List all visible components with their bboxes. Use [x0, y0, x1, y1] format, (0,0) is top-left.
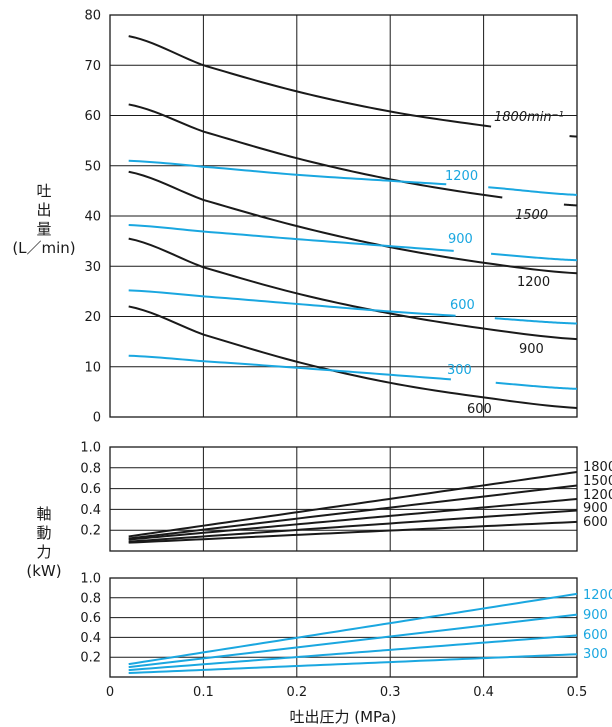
chart-panel-3: 0.2 0.4 0.6 0.8 1.0 0 0.1 0.2 0.3 0.4 0.5 1200 900 60… — [80, 572, 612, 701]
series-line-blue-1200 — [488, 186, 578, 196]
y-tick-label: 0.8 — [80, 591, 101, 606]
series-label: 600 — [583, 628, 608, 643]
series-line-blue-600 — [128, 634, 578, 672]
y-axis-title-part: 動 — [36, 524, 51, 542]
x-tick-label: 0.4 — [473, 685, 494, 700]
y-axis-titles: 吐出量(L／min) 軸動力(kW) — [12, 182, 75, 580]
series-label: 1800min⁻¹ — [494, 110, 564, 125]
y-tick-label: 0 — [93, 411, 101, 426]
series-line-black-600 — [128, 520, 578, 544]
series-line-black-1500 — [563, 203, 578, 207]
series-line-black-1500 — [128, 103, 503, 199]
y-tick-label: 70 — [84, 59, 101, 74]
x-axis-title: 吐出圧力 (MPa) — [290, 708, 397, 726]
series-line-blue-300 — [128, 354, 451, 381]
series-label: 600 — [450, 298, 475, 313]
y-tick-label: 60 — [84, 109, 101, 124]
series-label: 1200 — [583, 488, 612, 503]
series-label: 900 — [519, 342, 544, 357]
x-tick-label: 0.5 — [567, 685, 588, 700]
y-tick-label: 0.6 — [80, 611, 101, 626]
y-tick-label: 0.6 — [80, 482, 101, 497]
y-tick-label: 40 — [84, 210, 101, 225]
series-label: 900 — [583, 501, 608, 516]
y-axis-title-part: 吐 — [36, 182, 51, 200]
y-axis-title-part: (kW) — [26, 562, 61, 580]
y-tick-label: 0.8 — [80, 461, 101, 476]
y-tick-label: 0.2 — [80, 524, 101, 539]
series-label: 1200 — [445, 169, 478, 184]
series-label: 1500 — [583, 474, 612, 489]
y-tick-label: 0.4 — [80, 631, 101, 646]
y-tick-label: 30 — [84, 260, 101, 275]
y-axis-title-part: (L／min) — [12, 239, 75, 257]
series-line-black-1800 — [128, 470, 578, 538]
series-line-black-1500 — [128, 484, 578, 540]
series-line-blue-900 — [128, 224, 454, 252]
y-axis-title-part: 力 — [36, 543, 51, 561]
x-tick-label: 0.3 — [380, 685, 401, 700]
series-line-blue-1200 — [128, 592, 578, 666]
series-line-blue-900 — [490, 252, 578, 262]
series-line-black-900 — [128, 509, 578, 543]
series-label: 1500 — [515, 208, 548, 223]
series-label: 1200 — [517, 275, 550, 290]
series-line-black-600 — [128, 305, 578, 409]
series-line-black-1200 — [128, 170, 578, 275]
y-tick-label: 1.0 — [80, 441, 101, 456]
series-line-blue-1200 — [128, 159, 447, 186]
series-line-blue-300 — [128, 653, 578, 675]
series-label: 900 — [448, 232, 473, 247]
series-line-black-1200 — [128, 498, 578, 541]
series-label: 600 — [467, 402, 492, 417]
series-line-black-900 — [128, 237, 578, 341]
x-tick-label: 0.2 — [286, 685, 307, 700]
y-tick-label: 80 — [84, 9, 101, 24]
plot-frame — [109, 14, 578, 418]
series-label: 900 — [583, 608, 608, 623]
y-tick-label: 10 — [84, 360, 101, 375]
series-label: 1200 — [583, 588, 612, 603]
series-line-black-1800 — [128, 35, 492, 128]
series-line-blue-600 — [128, 289, 456, 317]
y-tick-label: 1.0 — [80, 572, 101, 587]
chart-panel-1: 0 10 20 30 40 50 60 70 80 1800min⁻¹ 1500 1200 900 600… — [84, 9, 578, 426]
chart-panels: 010203040506070801800min⁻¹15001200900600… — [80, 9, 612, 701]
y-tick-label: 50 — [84, 159, 101, 174]
y-tick-label: 0.2 — [80, 651, 101, 666]
series-line-blue-900 — [128, 613, 578, 669]
y-axis-title-part: 出 — [36, 201, 51, 219]
series-label: 1800 — [583, 460, 612, 475]
series-label: 300 — [583, 647, 608, 662]
plot-frame — [109, 577, 578, 678]
y-tick-label: 20 — [84, 310, 101, 325]
series-line-blue-600 — [494, 317, 578, 325]
series-label: 600 — [583, 515, 608, 530]
series-line-blue-300 — [495, 381, 578, 390]
x-tick-label: 0.1 — [193, 685, 214, 700]
y-axis-title-part: 量 — [36, 220, 51, 238]
x-tick-label: 0 — [106, 685, 114, 700]
series-label: 300 — [447, 363, 472, 378]
y-axis-title-part: 軸 — [36, 505, 51, 523]
series-line-black-1800 — [569, 135, 578, 138]
y-tick-label: 0.4 — [80, 503, 101, 518]
